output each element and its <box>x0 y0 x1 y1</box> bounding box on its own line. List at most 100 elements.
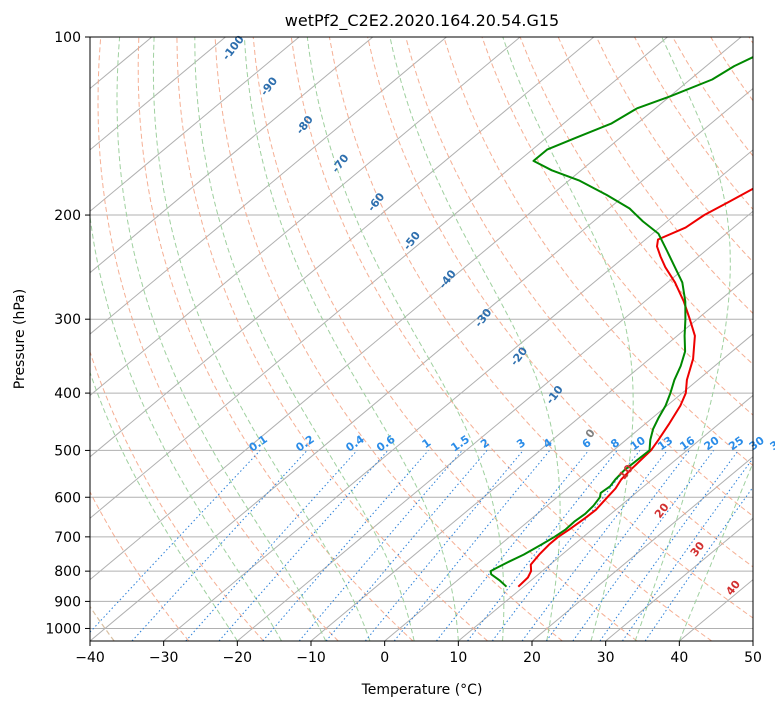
mixing-ratio-label: 2 <box>478 436 492 451</box>
dry-adiabat <box>137 37 414 641</box>
dry-adiabat-label: -80 <box>293 113 316 137</box>
mixing-ratio-line <box>218 450 389 641</box>
isotherm--110 <box>90 37 300 212</box>
dry-adiabat <box>367 37 753 568</box>
y-tick-label: 200 <box>54 208 81 224</box>
moist-adiabat <box>634 37 731 641</box>
chart-title: wetPf2_C2E2.2020.164.20.54.G15 <box>285 11 559 31</box>
y-tick-label: 400 <box>54 386 81 402</box>
dewpoint-profile <box>489 56 753 588</box>
dry-adiabat-label: 40 <box>723 578 743 598</box>
dry-adiabat <box>557 37 753 315</box>
y-tick-label: 500 <box>54 443 81 459</box>
mixing-ratio-line <box>644 486 753 641</box>
y-tick-label: 900 <box>54 594 81 610</box>
mixing-ratio-label: 36 <box>768 434 775 454</box>
profiles <box>489 56 753 588</box>
dry-adiabat <box>290 37 712 641</box>
grid <box>0 37 753 641</box>
isotherm--70 <box>90 37 595 458</box>
x-tick-label: 40 <box>670 650 688 666</box>
mixing-ratio-line <box>298 450 463 641</box>
dry-adiabat-label: 10 <box>616 462 636 482</box>
axis-ticks: −40 −30 −20 −10 0 10 20 30 40 50 100 200 300 400 500 60… <box>45 30 762 666</box>
mixing-ratio-line <box>491 450 641 641</box>
dry-adiabat <box>443 37 753 467</box>
isotherm--90 <box>90 37 447 335</box>
plot-frame <box>89 36 754 642</box>
dry-adiabat-label: 30 <box>688 539 708 559</box>
moist-adiabat <box>90 370 238 641</box>
dry-adiabat <box>405 37 753 517</box>
moist-adiabats <box>90 37 753 641</box>
plot-area <box>0 37 753 641</box>
mixing-ratio-label: 3 <box>514 436 528 451</box>
moist-adiabat <box>243 37 459 641</box>
dry-adiabat-label: -20 <box>508 344 531 368</box>
dry-adiabat <box>97 37 339 641</box>
y-tick-label: 300 <box>54 312 81 328</box>
dry-adiabat <box>252 37 638 641</box>
mixing-ratio-line <box>131 450 308 641</box>
mixing-ratio-line <box>90 450 261 633</box>
dry-adiabat <box>90 490 190 641</box>
y-tick-label: 700 <box>54 530 81 546</box>
isotherm--50 <box>90 37 742 581</box>
isotherm-20 <box>531 456 753 641</box>
dry-adiabat-label: -90 <box>258 74 281 98</box>
mixing-ratio-line <box>521 450 668 641</box>
dry-adiabats <box>90 37 753 641</box>
mixing-ratio-line <box>599 450 739 641</box>
mixing-ratio-line <box>185 450 358 641</box>
moist-adiabat <box>116 37 327 641</box>
isotherm--30 <box>163 149 753 641</box>
dry-adiabat <box>214 37 563 641</box>
dry-adiabat-label: -40 <box>436 267 459 291</box>
isotherm--40 <box>90 87 753 641</box>
x-tick-label: −40 <box>75 650 105 666</box>
x-tick-label: 0 <box>380 650 389 666</box>
mixing-ratio-line <box>393 450 551 641</box>
x-tick-label: 30 <box>597 650 615 666</box>
moist-adiabat <box>389 37 561 641</box>
mixing-ratio-line <box>364 450 524 641</box>
y-axis-label: Pressure (hPa) <box>12 289 28 389</box>
y-tick-label: 1000 <box>45 621 81 637</box>
isotherm-50 <box>752 640 753 641</box>
dry-adiabat <box>710 37 753 102</box>
isotherm--100 <box>90 37 374 274</box>
mixing-ratio-line <box>545 450 690 641</box>
mixing-ratio-label: 0.6 <box>374 432 398 454</box>
y-tick-label: 600 <box>54 490 81 506</box>
dry-adiabat-label: -10 <box>543 383 566 407</box>
x-tick-label: 10 <box>449 650 467 666</box>
mixing-ratio-line <box>436 450 590 641</box>
mixing-ratio-line <box>467 450 618 641</box>
mixing-ratio-label: 1.5 <box>449 433 472 455</box>
y-tick-label: 800 <box>54 564 81 580</box>
isotherm--120 <box>90 37 226 151</box>
mixing-ratio-line <box>325 450 488 641</box>
mixing-ratio-label: 0.2 <box>293 433 316 455</box>
mixing-ratio-label: 0.4 <box>343 432 367 454</box>
mixing-ratio-line <box>572 450 715 641</box>
dry-adiabat <box>328 37 753 619</box>
x-tick-label: −30 <box>149 650 179 666</box>
moist-adiabat <box>502 37 634 641</box>
x-tick-label: −20 <box>223 650 253 666</box>
temperature-profile <box>517 187 753 588</box>
isotherm-10 <box>458 394 753 641</box>
isotherm-30 <box>605 517 753 641</box>
dry-adiabat <box>519 37 753 366</box>
dry-adiabat <box>90 350 264 641</box>
x-tick-label: −10 <box>296 650 326 666</box>
x-axis-label: Temperature (°C) <box>361 682 483 698</box>
dry-adiabat-label: -50 <box>401 229 424 253</box>
mixing-ratio-label: 4 <box>541 436 555 451</box>
x-tick-label: 50 <box>744 650 762 666</box>
isotherm-0 <box>384 333 753 641</box>
isotherm--150 <box>0 37 4 641</box>
isotherm--20 <box>237 210 753 641</box>
moist-adiabat <box>306 37 505 641</box>
